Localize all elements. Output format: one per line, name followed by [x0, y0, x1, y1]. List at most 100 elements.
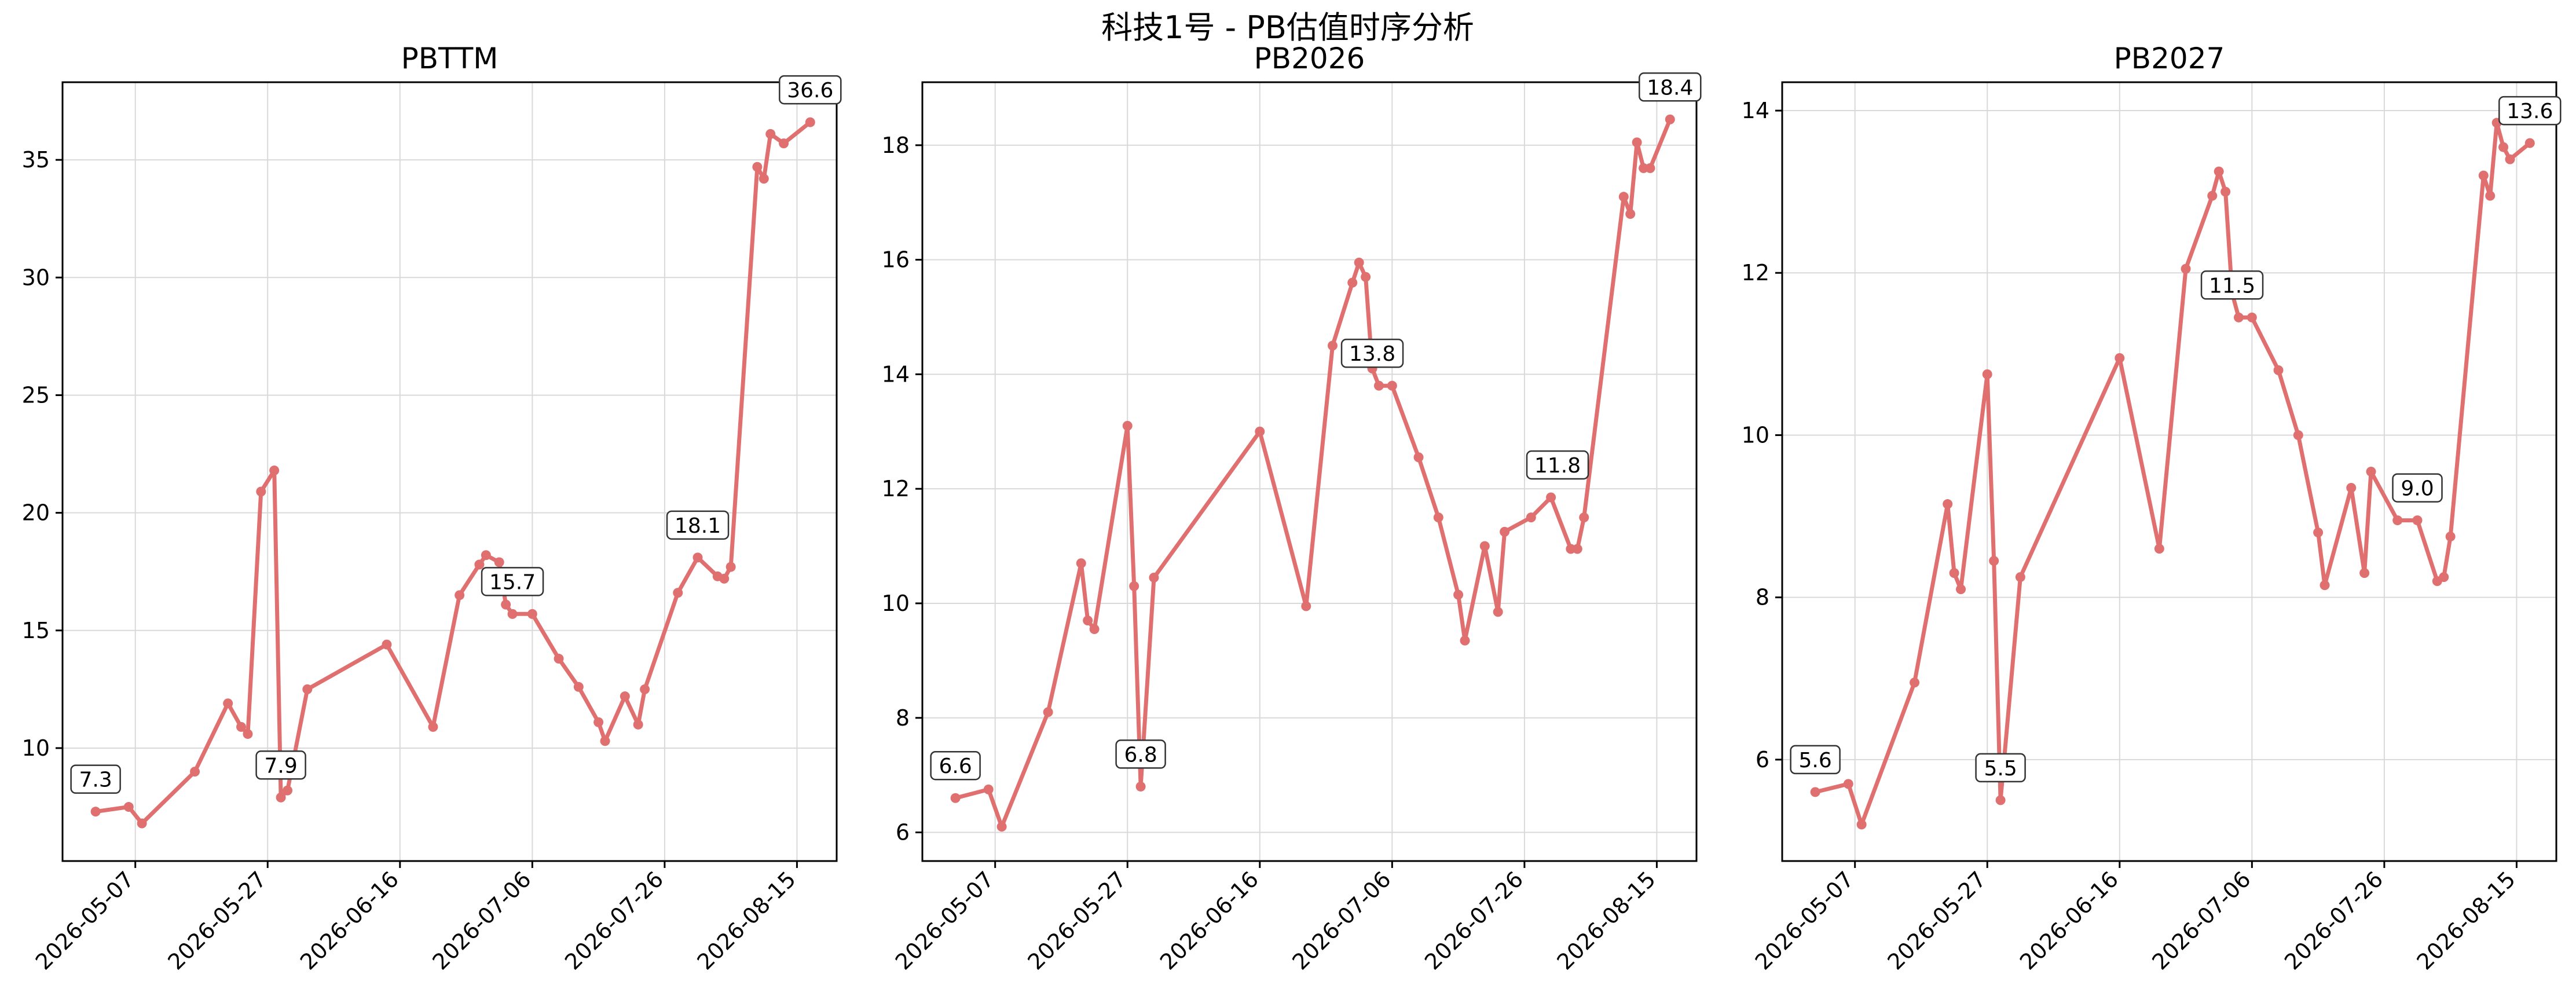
annotation-box: [2392, 473, 2443, 503]
data-point: [1500, 526, 1510, 537]
data-point: [633, 719, 643, 730]
chart-title: PB2026: [1254, 42, 1365, 75]
data-point: [1526, 512, 1536, 523]
annotation-label: 6.8: [1124, 743, 1157, 767]
data-point: [2445, 532, 2456, 542]
data-point: [765, 129, 776, 139]
data-point: [1255, 426, 1265, 437]
x-tick-label: 2026-07-06: [1287, 866, 1395, 975]
data-point: [1347, 277, 1358, 288]
data-point: [455, 590, 465, 600]
data-point: [1301, 601, 1311, 611]
data-point: [1572, 544, 1582, 554]
data-point: [137, 818, 147, 829]
data-point: [1665, 114, 1675, 124]
data-point: [1843, 779, 1853, 789]
data-point: [1493, 607, 1503, 617]
data-point: [725, 562, 736, 572]
data-point: [2207, 191, 2218, 201]
data-point: [2524, 138, 2535, 148]
y-tick-label: 18: [882, 133, 910, 158]
data-point: [123, 802, 134, 812]
data-point: [1083, 616, 1093, 626]
data-point: [805, 117, 815, 127]
data-point: [2498, 142, 2509, 152]
annotation-box: [1115, 739, 1166, 769]
x-tick-label: 2026-06-16: [295, 866, 404, 975]
data-point: [1943, 499, 1953, 510]
annotation-label: 13.6: [2507, 100, 2553, 123]
data-point: [2392, 515, 2403, 526]
chart-panel-1: 10 15 20 25 30 35 2026-05-07 2026-05-27 2026-06-…: [22, 42, 842, 975]
y-tick-label: 14: [1742, 98, 1769, 123]
data-point: [2320, 580, 2330, 591]
data-point: [501, 599, 511, 610]
data-point: [1089, 624, 1100, 634]
y-tick-label: 20: [22, 500, 50, 526]
data-point: [190, 767, 200, 777]
annotation-box: [1639, 72, 1702, 102]
annotation-label: 7.9: [264, 754, 297, 778]
y-tick-label: 14: [882, 361, 910, 387]
data-point: [1956, 584, 1966, 595]
data-point: [1645, 163, 1655, 173]
x-tick-label: 2026-07-26: [560, 866, 668, 975]
data-point: [2214, 166, 2224, 177]
data-point: [983, 784, 994, 794]
data-point: [2412, 515, 2423, 526]
data-point: [1618, 192, 1629, 202]
data-point: [2154, 544, 2164, 554]
data-point: [276, 792, 286, 803]
data-point: [620, 691, 630, 702]
data-point: [2233, 312, 2244, 323]
x-tick-label: 2026-07-26: [1420, 866, 1528, 975]
data-point: [1129, 581, 1139, 591]
annotation-label: 6.6: [939, 754, 972, 778]
x-tick-label: 2026-06-16: [1155, 866, 1263, 975]
x-tick-label: 2026-08-15: [692, 866, 801, 975]
annotation-box: [779, 75, 842, 105]
data-point: [1413, 452, 1424, 463]
data-point: [752, 162, 763, 172]
data-point: [527, 609, 537, 619]
x-tick-label: 2026-05-27: [163, 866, 271, 975]
y-tick-label: 8: [1756, 585, 1769, 610]
data-point: [1135, 781, 1146, 792]
data-point: [1810, 787, 1820, 797]
y-tick-label: 30: [22, 265, 50, 290]
data-point: [1632, 137, 1642, 148]
x-tick-label: 2026-07-26: [2280, 866, 2388, 975]
data-point: [90, 807, 101, 817]
series-line: [1815, 120, 2531, 827]
y-tick-label: 15: [22, 618, 50, 643]
data-point: [2346, 483, 2357, 493]
y-tick-label: 10: [22, 735, 50, 761]
data-point: [2485, 191, 2496, 201]
annotation-label: 15.7: [489, 570, 536, 594]
figure-title-text: 科技1号 - PB估值时序分析: [1101, 9, 1474, 46]
data-point: [692, 552, 703, 563]
data-point: [507, 609, 518, 619]
data-point: [779, 138, 789, 149]
data-point: [382, 639, 392, 650]
data-point: [1479, 541, 1490, 551]
chart-title: PB2027: [2114, 42, 2225, 75]
data-point: [2359, 568, 2370, 578]
annotation-box: [1975, 753, 2026, 783]
data-point: [2015, 572, 2025, 583]
data-point: [243, 729, 253, 739]
x-tick-label: 2026-05-07: [31, 866, 139, 975]
annotation-box: [2200, 270, 2264, 300]
data-point: [1361, 272, 1371, 282]
data-point: [2366, 467, 2376, 477]
data-point: [1546, 492, 1556, 503]
x-tick-label: 2026-05-07: [1750, 866, 1859, 975]
data-point: [640, 684, 650, 694]
y-tick-label: 25: [22, 382, 50, 408]
data-point: [1856, 819, 1867, 830]
data-point: [1354, 258, 1364, 268]
data-point: [1373, 380, 1384, 391]
chart-title: PBTTM: [401, 42, 499, 75]
data-point: [719, 573, 730, 584]
